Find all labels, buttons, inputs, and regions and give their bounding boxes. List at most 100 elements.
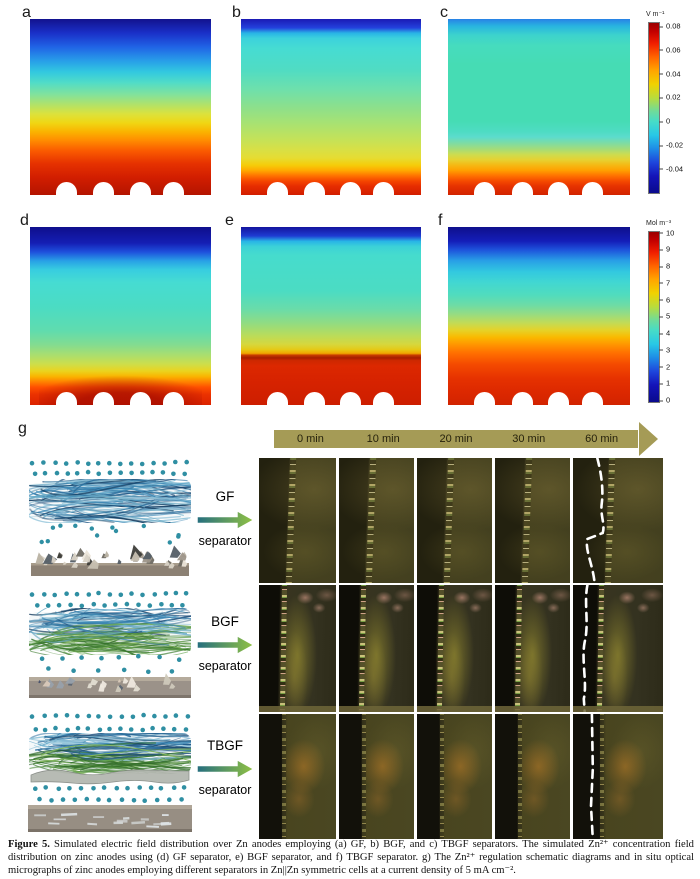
zinc-bump: [162, 392, 184, 405]
colorbar-tick: 0.06: [659, 45, 681, 55]
zinc-bump: [129, 392, 151, 405]
simulation-panel-f-concentration-tbgf: [448, 227, 630, 405]
separator-name-label: BGF: [211, 614, 239, 629]
micrograph-gf-frame-1: [259, 458, 336, 583]
colorbar-tick: 0: [658, 116, 671, 126]
colorbar-tick: 4: [658, 328, 671, 338]
micrograph-tbgf-frame-1: [259, 714, 336, 839]
timeline-arrow: 0 min 10 min 20 min 30 min 60 min: [274, 422, 658, 456]
zinc-bump: [93, 392, 115, 405]
micrograph-gf-frame-5: [573, 458, 663, 583]
colorbar-electric-field: V m⁻¹ 0.08 0.06 0.04 0.02 0 -0.02 -0.04: [645, 10, 700, 205]
bgf-schematic-illustration: [29, 590, 191, 698]
colorbar-tick: 0: [658, 395, 671, 405]
panel-label-e: e: [225, 212, 234, 229]
colorbar-tick: 8: [658, 261, 671, 271]
zinc-bump: [303, 182, 325, 195]
zinc-bump: [511, 182, 533, 195]
time-label: 60 min: [585, 433, 619, 445]
micrograph-gf-frame-2: [339, 458, 414, 583]
colorbar-tick: 6: [658, 295, 671, 304]
colorbar-tick: -0.04: [658, 164, 684, 174]
zinc-bump: [267, 182, 288, 195]
micrograph-bgf-frame-5: [573, 585, 663, 712]
colorbar-tick: 3: [658, 345, 671, 355]
panel-label-f: f: [438, 212, 443, 229]
micrograph-tbgf-frame-3: [417, 714, 492, 839]
simulation-panel-b-electric-field-bgf: [241, 19, 421, 195]
colorbar-tick: 7: [658, 278, 671, 288]
micrograph-tbgf-frame-5: [573, 714, 663, 839]
colorbar-tick: 10: [658, 228, 675, 237]
zinc-bump: [93, 182, 115, 195]
colorbar-unit-label: Mol m⁻³: [646, 220, 672, 227]
colorbar-tick: 0.04: [659, 69, 681, 79]
zinc-bump: [162, 182, 184, 195]
zinc-bump: [373, 182, 395, 195]
micrograph-bgf-frame-2: [339, 585, 414, 712]
time-label: 30 min: [512, 433, 546, 445]
separator-block-gf: GF separator: [192, 489, 258, 549]
micrograph-grid: [259, 458, 663, 839]
simulation-panel-e-concentration-bgf: [241, 227, 421, 405]
panel-label-a: a: [22, 4, 31, 21]
micrograph-bgf-frame-1: [259, 585, 336, 712]
micrograph-bgf-frame-3: [417, 585, 492, 712]
colorbar-tick: 2: [658, 362, 671, 371]
separator-word-label: separator: [198, 534, 252, 548]
separator-arrow-icon: [197, 636, 253, 654]
separator-block-tbgf: TBGF separator: [192, 738, 258, 798]
zinc-bump: [56, 182, 78, 195]
colorbar-tick: 9: [658, 244, 671, 254]
zinc-bump: [129, 182, 151, 195]
figure-caption: Figure 5. Simulated electric field distr…: [8, 838, 694, 877]
colorbar-ticks: 0.08 0.06 0.04 0.02 0 -0.02 -0.04: [658, 21, 699, 194]
gf-schematic-illustration: [29, 459, 191, 576]
colorbar-tick: -0.02: [658, 140, 684, 150]
zinc-edge-dashed-line: [573, 714, 663, 839]
zinc-bump: [474, 392, 496, 405]
zinc-bump: [548, 392, 570, 405]
timeline-bar: 0 min 10 min 20 min 30 min 60 min: [274, 430, 638, 448]
zinc-bump: [267, 392, 288, 405]
zinc-bump: [303, 392, 325, 405]
separator-name-label: GF: [215, 489, 235, 504]
colorbar-concentration: Mol m⁻³ 10 9 8 7 6 5 4 3 2 1 0: [645, 219, 700, 414]
separator-word-label: separator: [198, 783, 252, 797]
zinc-bump: [56, 392, 78, 405]
separator-name-label: TBGF: [207, 738, 243, 753]
panel-label-c: c: [440, 4, 448, 21]
zinc-bump: [511, 392, 533, 405]
zinc-bump: [373, 392, 395, 405]
micrograph-gf-frame-4: [495, 458, 570, 583]
panel-label-d: d: [20, 212, 29, 229]
simulation-panel-d-concentration-gf: [30, 227, 211, 405]
arrowhead-icon: [639, 422, 658, 456]
simulation-panel-c-electric-field-tbgf: [448, 19, 630, 195]
zinc-bump: [548, 182, 570, 195]
zinc-edge-dashed-line: [573, 585, 663, 712]
separator-arrow-icon: [197, 760, 253, 778]
colorbar-unit-label: V m⁻¹: [646, 11, 665, 18]
separator-word-label: separator: [198, 659, 252, 673]
colorbar-tick: 0.08: [659, 21, 681, 31]
micrograph-tbgf-frame-2: [339, 714, 414, 839]
colorbar-tick: 0.02: [659, 92, 681, 102]
colorbar-tick: 1: [658, 378, 671, 388]
colorbar-gradient: [648, 22, 660, 194]
time-label: 10 min: [366, 433, 400, 445]
separator-arrow-icon: [197, 511, 253, 529]
micrograph-bgf-frame-4: [495, 585, 570, 712]
zinc-edge-dashed-line: [573, 458, 663, 583]
zinc-bump: [339, 392, 361, 405]
caption-text: Simulated electric field distribution ov…: [8, 839, 694, 876]
simulation-panel-a-electric-field-gf: [30, 19, 211, 195]
caption-figure-label: Figure 5.: [8, 839, 50, 850]
colorbar-tick: 5: [658, 311, 671, 321]
zinc-bump: [581, 392, 603, 405]
micrograph-tbgf-frame-4: [495, 714, 570, 839]
zinc-bump: [339, 182, 361, 195]
panel-label-g: g: [18, 420, 27, 437]
separator-block-bgf: BGF separator: [192, 614, 258, 674]
